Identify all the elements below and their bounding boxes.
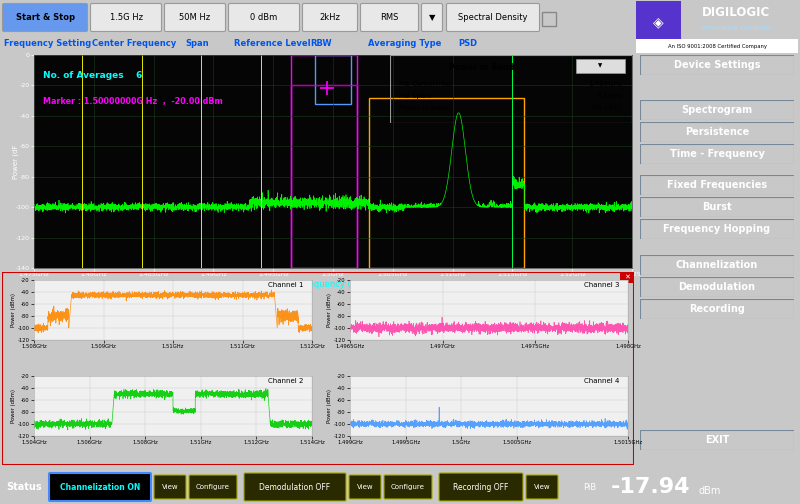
Bar xyxy=(636,39,798,53)
FancyBboxPatch shape xyxy=(2,4,87,31)
Bar xyxy=(620,272,634,283)
FancyBboxPatch shape xyxy=(229,4,299,31)
Text: Spectrogram: Spectrogram xyxy=(682,105,753,115)
Text: Channelization: Channelization xyxy=(676,260,758,270)
Text: Power (dF: Power (dF xyxy=(13,144,19,179)
Text: View: View xyxy=(357,484,374,490)
Text: Persistence: Persistence xyxy=(685,127,749,137)
Text: Reference Level: Reference Level xyxy=(234,38,310,47)
Text: PiB: PiB xyxy=(583,482,597,491)
Text: Channel 2: Channel 2 xyxy=(268,379,304,385)
FancyBboxPatch shape xyxy=(154,475,186,499)
FancyBboxPatch shape xyxy=(244,473,346,501)
X-axis label: Frequency (Hz): Frequency (Hz) xyxy=(301,280,365,289)
Text: Configure: Configure xyxy=(196,484,230,490)
Bar xyxy=(636,1,682,43)
Text: Status: Status xyxy=(6,482,42,492)
Bar xyxy=(369,98,524,268)
Text: Channelization ON: Channelization ON xyxy=(60,482,140,491)
Text: Device Settings: Device Settings xyxy=(674,60,760,70)
Text: dBm: dBm xyxy=(699,486,721,496)
Text: PSD: PSD xyxy=(458,38,477,47)
Bar xyxy=(542,12,556,26)
Text: Frequency Hopping: Frequency Hopping xyxy=(663,224,770,234)
Text: innovative solutions: innovative solutions xyxy=(701,25,772,31)
Text: ✕: ✕ xyxy=(624,274,630,280)
Text: Frequency Setting: Frequency Setting xyxy=(4,38,91,47)
Text: -17.94: -17.94 xyxy=(610,477,690,497)
Text: Span: Span xyxy=(185,38,209,47)
FancyBboxPatch shape xyxy=(422,4,442,31)
FancyBboxPatch shape xyxy=(349,475,381,499)
Text: Marker : 1.50000000G Hz  ,  -20.00 dBm: Marker : 1.50000000G Hz , -20.00 dBm xyxy=(43,97,222,106)
Text: Time - Frequency: Time - Frequency xyxy=(670,149,765,159)
Text: Fixed Frequencies: Fixed Frequencies xyxy=(667,180,767,190)
Bar xyxy=(315,55,351,104)
Text: Start & Stop: Start & Stop xyxy=(15,13,74,22)
Text: 0 dBm: 0 dBm xyxy=(250,13,278,22)
Text: No. of Averages    6: No. of Averages 6 xyxy=(43,72,142,81)
Text: RMS: RMS xyxy=(380,13,398,22)
FancyBboxPatch shape xyxy=(446,4,539,31)
FancyBboxPatch shape xyxy=(302,4,358,31)
Y-axis label: Power (dBm): Power (dBm) xyxy=(327,389,333,423)
Text: Spectral Density: Spectral Density xyxy=(458,13,528,22)
Text: View: View xyxy=(162,484,178,490)
FancyBboxPatch shape xyxy=(526,475,558,499)
Y-axis label: Power (dBm): Power (dBm) xyxy=(327,293,333,327)
Text: Channel 1: Channel 1 xyxy=(268,282,304,288)
Text: Averaging Type: Averaging Type xyxy=(368,38,442,47)
FancyBboxPatch shape xyxy=(384,475,432,499)
Text: ▼: ▼ xyxy=(429,13,435,22)
Text: Burst: Burst xyxy=(702,202,732,212)
Text: Center Frequency: Center Frequency xyxy=(92,38,176,47)
Y-axis label: Power (dBm): Power (dBm) xyxy=(11,293,17,327)
Text: Demodulation: Demodulation xyxy=(678,282,755,292)
Text: 50M Hz: 50M Hz xyxy=(179,13,210,22)
Text: EXIT: EXIT xyxy=(705,435,729,445)
Text: An ISO 9001:2008 Certified Company: An ISO 9001:2008 Certified Company xyxy=(667,44,766,49)
Text: Configure: Configure xyxy=(391,484,425,490)
Y-axis label: Power (dBm): Power (dBm) xyxy=(11,389,17,423)
Text: RBW: RBW xyxy=(310,38,332,47)
FancyBboxPatch shape xyxy=(90,4,162,31)
Text: Demodulation OFF: Demodulation OFF xyxy=(259,482,330,491)
Bar xyxy=(291,86,357,268)
Text: 2kHz: 2kHz xyxy=(319,13,341,22)
Text: Recording: Recording xyxy=(689,304,745,314)
FancyBboxPatch shape xyxy=(361,4,418,31)
Text: Channel 4: Channel 4 xyxy=(584,379,620,385)
Text: Channel 3: Channel 3 xyxy=(584,282,620,288)
Text: ◈: ◈ xyxy=(654,15,664,29)
FancyBboxPatch shape xyxy=(49,473,151,501)
FancyBboxPatch shape xyxy=(165,4,226,31)
Bar xyxy=(291,55,357,268)
Text: DIGILOGIC: DIGILOGIC xyxy=(702,6,770,19)
Text: Recording OFF: Recording OFF xyxy=(454,482,509,491)
Text: 1.5G Hz: 1.5G Hz xyxy=(110,13,142,22)
FancyBboxPatch shape xyxy=(439,473,523,501)
Text: View: View xyxy=(534,484,550,490)
FancyBboxPatch shape xyxy=(189,475,237,499)
